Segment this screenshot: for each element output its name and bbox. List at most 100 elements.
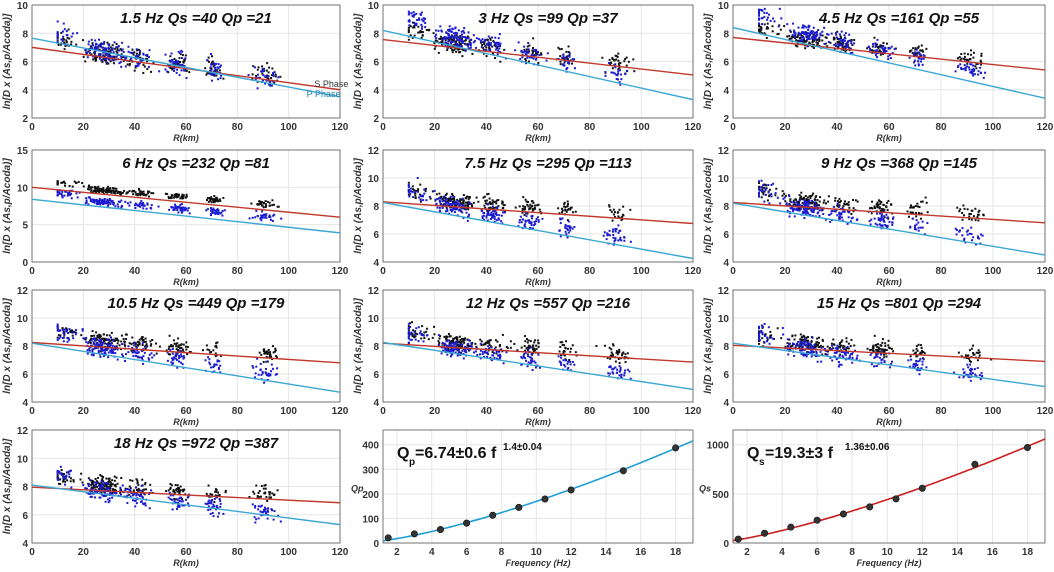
- s-phase-point: [68, 37, 71, 40]
- p-phase-point: [867, 46, 870, 49]
- p-phase-point: [448, 212, 451, 215]
- p-phase-point: [818, 214, 821, 217]
- s-phase-point: [807, 35, 810, 38]
- s-phase-point: [795, 39, 798, 42]
- p-phase-point: [148, 49, 151, 52]
- p-phase-point: [178, 356, 181, 359]
- s-phase-point: [420, 200, 423, 203]
- p-phase-point: [87, 203, 90, 206]
- p-phase-point: [99, 355, 102, 358]
- s-phase-point: [109, 60, 112, 63]
- p-phase-point: [797, 340, 800, 343]
- p-phase-point: [265, 372, 268, 375]
- s-phase-point: [800, 191, 803, 194]
- p-phase-point: [216, 66, 219, 69]
- p-phase-point: [85, 197, 88, 200]
- p-phase-point: [132, 350, 135, 353]
- p-phase-point: [984, 71, 987, 74]
- s-phase-fit-line: [733, 36, 1045, 71]
- p-phase-point: [838, 213, 841, 216]
- p-phase-point: [617, 72, 620, 75]
- s-phase-point: [450, 206, 453, 209]
- s-phase-point: [146, 190, 149, 193]
- s-phase-point: [411, 333, 414, 336]
- p-phase-point: [449, 204, 452, 207]
- s-phase-point: [82, 185, 85, 188]
- p-phase-point: [911, 217, 914, 220]
- p-phase-point: [808, 347, 811, 350]
- p-phase-point: [460, 33, 463, 36]
- x-tick-label: 120: [685, 122, 702, 133]
- p-phase-point: [136, 55, 139, 58]
- s-phase-point: [439, 335, 442, 338]
- s-phase-point: [122, 59, 125, 62]
- s-phase-point: [844, 50, 847, 53]
- s-phase-point: [962, 204, 965, 207]
- p-phase-point: [61, 196, 64, 199]
- p-phase-point: [479, 349, 482, 352]
- s-phase-point: [93, 189, 96, 192]
- p-phase-point: [141, 342, 144, 345]
- s-phase-point: [926, 211, 929, 214]
- p-phase-point: [255, 365, 258, 368]
- p-phase-point: [812, 37, 815, 40]
- p-phase-point: [85, 199, 88, 202]
- s-phase-point: [257, 66, 260, 69]
- p-phase-point: [61, 194, 64, 197]
- p-phase-point: [527, 361, 530, 364]
- p-phase-point: [801, 40, 804, 43]
- p-phase-point: [882, 217, 885, 220]
- p-phase-point: [103, 47, 106, 50]
- p-phase-point: [448, 25, 451, 28]
- p-phase-point: [760, 179, 763, 182]
- s-phase-point: [614, 360, 617, 363]
- s-phase-point: [466, 43, 469, 46]
- s-phase-point: [133, 69, 136, 72]
- p-phase-point: [449, 195, 452, 198]
- p-phase-point: [264, 214, 267, 217]
- p-phase-point: [493, 352, 496, 355]
- p-phase-point: [88, 52, 91, 55]
- y-tick-label: 6: [373, 230, 379, 241]
- p-phase-point: [221, 214, 224, 217]
- p-phase-point: [968, 368, 971, 371]
- p-phase-point: [265, 360, 268, 363]
- s-phase-point: [494, 57, 497, 60]
- x-tick-label: 60: [180, 406, 192, 417]
- x-tick-label: 80: [584, 266, 596, 277]
- p-phase-point: [269, 218, 272, 221]
- s-phase-point: [134, 343, 137, 346]
- s-phase-point: [456, 338, 459, 341]
- s-phase-point: [448, 335, 451, 338]
- p-phase-point: [494, 210, 497, 213]
- s-phase-point: [524, 340, 527, 343]
- p-phase-point: [614, 229, 617, 232]
- s-phase-point: [95, 331, 98, 334]
- p-phase-point: [925, 366, 928, 369]
- p-phase-point: [101, 55, 104, 58]
- s-phase-point: [972, 215, 975, 218]
- p-phase-point: [768, 342, 771, 345]
- s-phase-point: [457, 341, 460, 344]
- p-phase-point: [436, 198, 439, 201]
- p-phase-point: [802, 202, 805, 205]
- p-phase-point: [139, 201, 142, 204]
- s-phase-point: [100, 189, 103, 192]
- s-phase-point: [110, 331, 113, 334]
- s-phase-point: [486, 193, 489, 196]
- p-phase-point: [166, 359, 169, 362]
- s-phase-point: [803, 40, 806, 43]
- p-phase-point: [915, 228, 918, 231]
- p-phase-point: [811, 336, 814, 339]
- s-phase-point: [124, 333, 127, 336]
- p-phase-point: [448, 202, 451, 205]
- p-phase-point: [206, 208, 209, 211]
- p-phase-point: [521, 56, 524, 59]
- s-phase-point: [805, 339, 808, 342]
- x-axis-label: R(km): [525, 277, 551, 287]
- s-phase-point: [488, 339, 491, 342]
- s-phase-point: [629, 208, 632, 211]
- x-tick-label: 80: [584, 122, 596, 133]
